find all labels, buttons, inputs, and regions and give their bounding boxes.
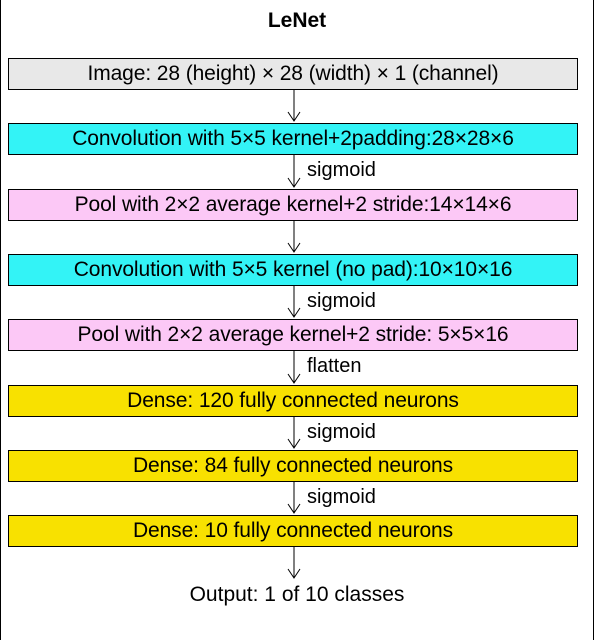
- edge-label-sigmoid: sigmoid: [307, 486, 376, 508]
- layer-conv2-box: Convolution with 5×5 kernel (no pad):10×…: [8, 254, 578, 286]
- layer-pool1-box: Pool with 2×2 average kernel+2 stride:14…: [8, 189, 578, 221]
- edge-label-sigmoid: sigmoid: [307, 290, 376, 312]
- frame-left-edge: [0, 0, 1, 640]
- layer-dense3-box: Dense: 10 fully connected neurons: [8, 515, 578, 547]
- arrow-down-icon: [287, 90, 301, 123]
- arrow-down-icon: [287, 286, 301, 319]
- arrow-down-icon: [287, 547, 301, 580]
- output-label: Output: 1 of 10 classes: [189, 583, 405, 606]
- layer-conv1-box: Convolution with 5×5 kernel+2padding:28×…: [8, 123, 578, 155]
- layer-dense2-box: Dense: 84 fully connected neurons: [8, 450, 578, 482]
- layer-pool2-box: Pool with 2×2 average kernel+2 stride: 5…: [8, 319, 578, 351]
- diagram-title: LeNet: [267, 9, 327, 32]
- edge-label-sigmoid: sigmoid: [307, 421, 376, 443]
- arrow-down-icon: [287, 482, 301, 515]
- arrow-down-icon: [287, 417, 301, 450]
- layer-dense1-box: Dense: 120 fully connected neurons: [8, 385, 578, 417]
- edge-label-sigmoid: sigmoid: [307, 159, 376, 181]
- arrow-down-icon: [287, 221, 301, 254]
- arrow-down-icon: [287, 155, 301, 189]
- arrow-down-icon: [287, 351, 301, 385]
- edge-label-flatten: flatten: [307, 355, 362, 377]
- layer-input-box: Image: 28 (height) × 28 (width) × 1 (cha…: [8, 58, 578, 90]
